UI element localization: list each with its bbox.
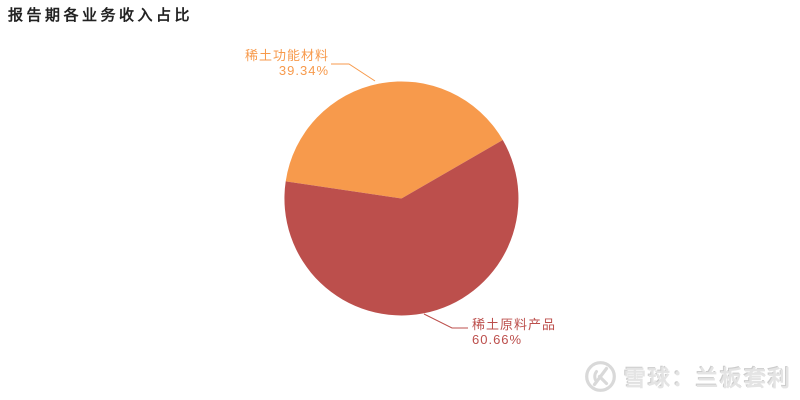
slice-label-rare-earth-raw-materials: 稀土原料产品 60.66% <box>472 317 556 347</box>
slice-label-name: 稀土功能材料 <box>244 48 329 63</box>
watermark-text: 雪球：兰板套利 <box>623 365 792 391</box>
watermark: 雪球：兰板套利 <box>584 360 792 393</box>
slice-label-percent: 60.66% <box>472 332 523 347</box>
pie-slice-0[interactable] <box>285 81 503 199</box>
label-leader-line-0 <box>331 63 376 82</box>
chart-title: 报告期各业务收入占比 <box>8 7 194 24</box>
slice-label-rare-earth-functional-materials: 稀土功能材料 39.34% <box>245 48 329 78</box>
xueqiu-logo-icon <box>585 361 616 392</box>
label-leader-line-1 <box>423 313 468 329</box>
slice-label-name: 稀土原料产品 <box>472 317 557 332</box>
pie-slice-1[interactable] <box>284 140 519 316</box>
slice-label-percent: 39.34% <box>278 63 329 78</box>
